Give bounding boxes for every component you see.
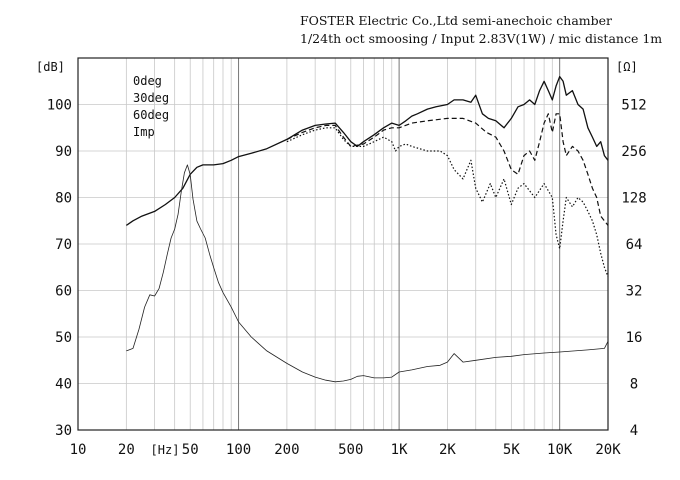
x-tick-label: 2K [439,442,456,458]
x-tick-label: 5K [503,442,520,458]
x-tick-label: 100 [226,442,251,458]
series-line-imp [126,164,609,383]
y-right-tick-label: 4 [630,423,638,439]
chart-header-line2: 1/24th oct smoosing / Input 2.83V(1W) / … [300,31,663,46]
y-right-tick-label: 32 [626,284,643,300]
x-tick-label: 20 [118,442,135,458]
y-right-tick-label: 64 [626,237,643,253]
legend-item-imp: Imp [133,125,155,139]
y-left-tick-label: 80 [55,191,72,207]
x-tick-label: 50 [182,442,199,458]
y-left-tick-labels: 30 40 50 60 70 80 90 100 [47,98,72,440]
series-lines [125,75,609,383]
y-right-unit-label: [Ω] [616,60,638,74]
x-tick-label: 20K [595,442,621,458]
x-unit-label: [Hz] [151,443,180,457]
x-tick-label: 500 [338,442,363,458]
y-right-tick-label: 8 [630,377,638,393]
y-left-tick-label: 70 [55,237,72,253]
y-left-tick-label: 100 [47,98,72,114]
y-right-tick-label: 16 [626,330,643,346]
x-tick-label: 1K [391,442,408,458]
y-left-tick-label: 40 [55,377,72,393]
plot-frame [77,57,609,431]
y-left-tick-label: 50 [55,330,72,346]
legend-item-0deg: 0deg [133,74,162,88]
series-line-60deg [286,127,609,277]
y-right-tick-labels: 4 8 16 32 64 128 256 512 [621,98,646,440]
y-left-tick-label: 60 [55,284,72,300]
y-left-tick-label: 90 [55,144,72,160]
y-right-tick-label: 256 [621,144,646,160]
y-right-tick-label: 512 [621,98,646,114]
y-right-tick-label: 128 [621,191,646,207]
y-left-unit-label: [dB] [36,60,65,74]
x-tick-label: 200 [274,442,299,458]
legend-item-30deg: 30deg [133,91,169,105]
x-tick-labels: 10 20 50 100 200 500 1K 2K 5K 10K 20K [70,442,622,458]
chart-header-line1: FOSTER Electric Co.,Ltd semi-anechoic ch… [300,13,613,28]
x-tick-label: 10 [70,442,87,458]
x-tick-label: 10K [547,442,573,458]
series-line-0deg [125,75,609,226]
series-line-30deg [286,113,609,226]
legend-item-60deg: 60deg [133,108,169,122]
y-left-tick-label: 30 [55,423,72,439]
